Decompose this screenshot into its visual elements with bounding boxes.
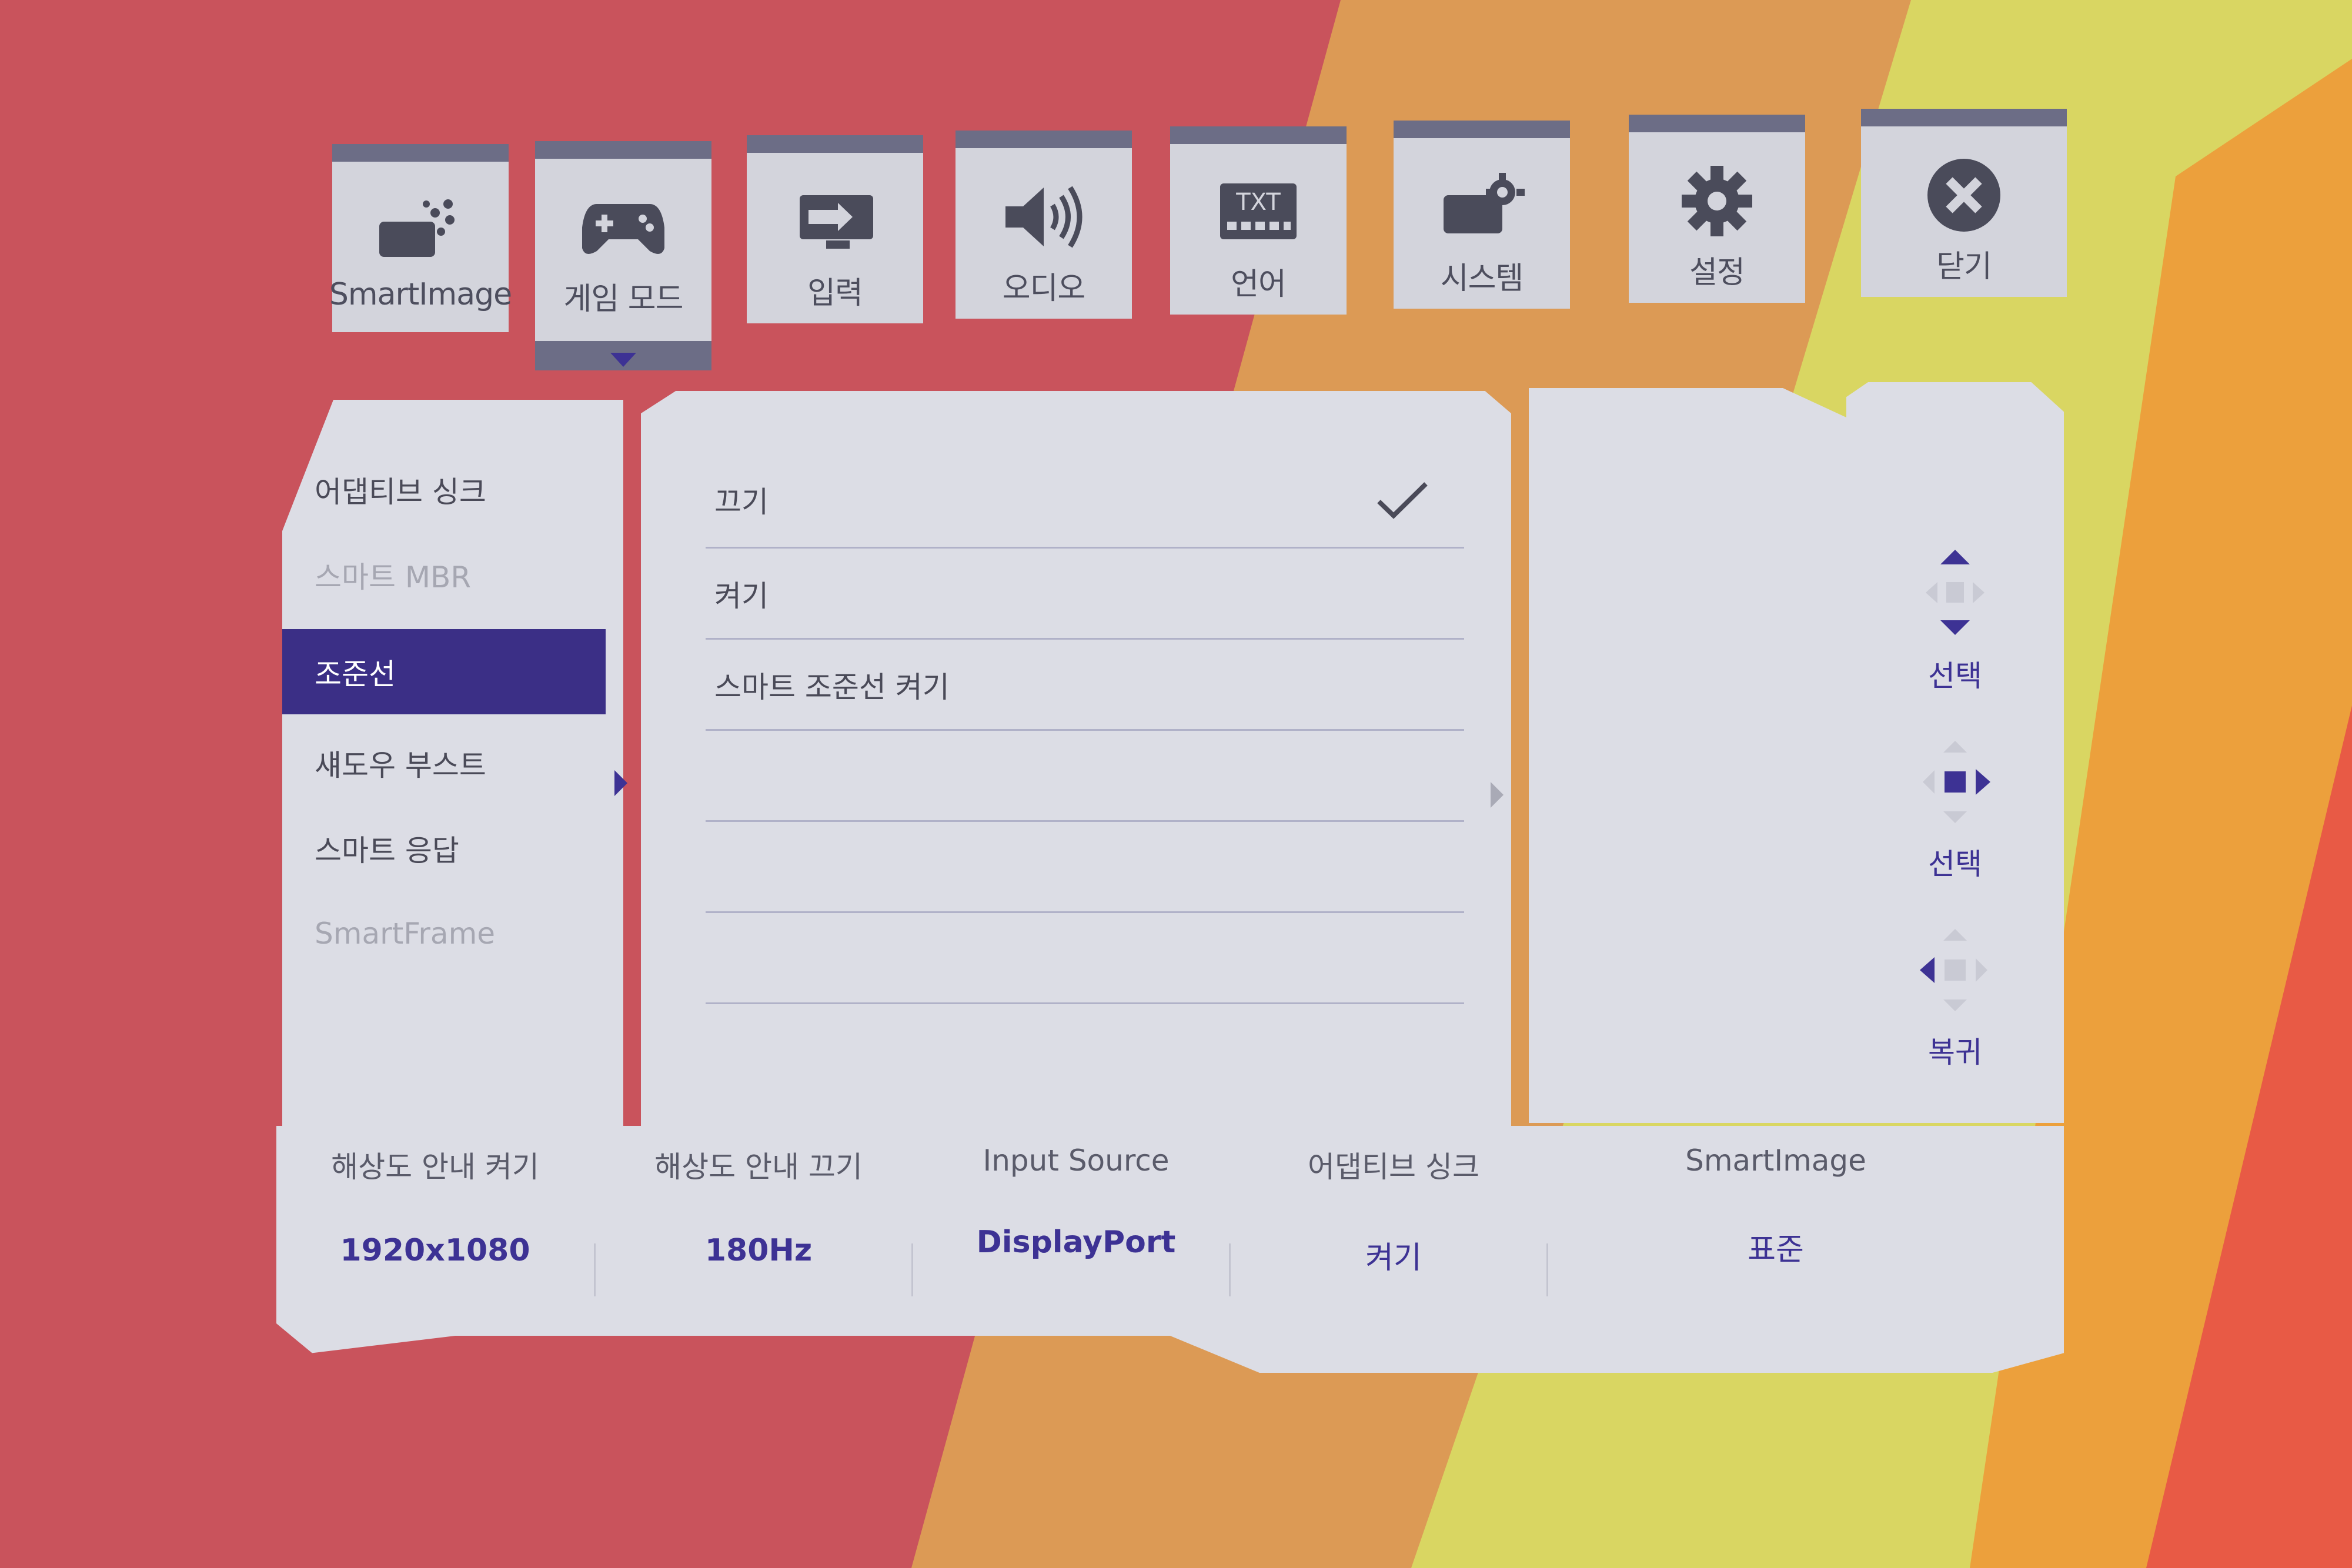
divider [1546,1243,1548,1296]
close-icon [1920,157,2008,233]
nav-hint-label: 선택 [1928,847,1982,881]
divider [706,1002,1464,1004]
detail-panel [1529,388,1846,1123]
options-panel: 끄기 켜기 스마트 조준선 켜기 [641,391,1511,1138]
status-info-bar: 해상도 안내 켜기 1920x1080 해상도 안내 끄기 180Hz Inpu… [276,1126,2064,1373]
info-value: 표준 [1748,1232,1804,1268]
menu-item-crosshair[interactable]: 조준선 [282,629,606,714]
menu-item-label: 스마트 응답 [315,833,459,868]
chevron-right-icon [1491,782,1504,808]
chevron-down-icon [610,353,636,367]
info-label: Input Source [983,1144,1170,1178]
divider [1229,1243,1231,1296]
info-value: 켜기 [1365,1241,1422,1276]
navigation-hints-panel: 선택 선택 복귀 [1846,382,2064,1123]
menu-item-adaptive-sync[interactable]: 어댑티브 싱크 [282,447,623,532]
tab-label: 입력 [807,276,863,311]
sub-menu-panel: 어댑티브 싱크 스마트 MBR 조준선 섀도우 부스트 스마트 응답 Smart… [282,400,623,1129]
tab-close[interactable]: 닫기 [1861,109,2067,297]
info-label: 해상도 안내 끄기 [654,1150,863,1184]
info-input-source: Input Source DisplayPort [923,1126,1229,1314]
divider [911,1243,913,1296]
tab-settings[interactable]: 설정 [1629,115,1805,303]
divider [594,1243,596,1296]
menu-item-label: 어댑티브 싱크 [315,474,486,509]
tab-label: 시스템 [1440,261,1524,296]
smartimage-icon [376,192,465,269]
menu-item-label: SmartFrame [315,916,496,951]
system-icon [1438,169,1526,245]
nav-hint-back: 복귀 [1846,923,2064,1071]
option-smart-crosshair-on[interactable]: 스마트 조준선 켜기 [694,641,1458,729]
nav-hint-up-down: 선택 [1846,547,2064,695]
tab-audio[interactable]: 오디오 [956,131,1132,319]
input-icon [791,183,879,260]
option-label: 켜기 [714,579,769,613]
dpad-right-icon [1923,741,1990,823]
divider [706,911,1464,913]
menu-item-label: 스마트 MBR [315,560,472,594]
info-label: SmartImage [1685,1144,1866,1178]
gamepad-icon [579,189,667,266]
nav-hint-right: 선택 [1846,735,2064,883]
option-label: 끄기 [714,485,769,519]
speaker-icon [1000,179,1088,255]
menu-item-smart-response[interactable]: 스마트 응답 [282,805,623,891]
tab-language[interactable]: TXT 언어 [1170,126,1347,315]
dpad-left-icon [1920,929,1987,1011]
divider [706,820,1464,822]
info-value: 180Hz [704,1233,813,1268]
tab-label: 게임 모드 [563,282,684,317]
option-off[interactable]: 끄기 [694,456,1458,544]
info-resolution: 해상도 안내 켜기 1920x1080 [282,1126,588,1314]
tab-label: 설정 [1689,255,1745,290]
info-value: DisplayPort [976,1225,1176,1260]
option-label: 스마트 조준선 켜기 [714,670,950,704]
gear-icon [1673,163,1761,239]
divider [706,638,1464,640]
tab-system[interactable]: 시스템 [1394,121,1570,309]
info-smartimage: SmartImage 표준 [1570,1126,1982,1314]
tab-label: 닫기 [1936,249,1992,285]
info-adaptive-sync: 어댑티브 싱크 켜기 [1241,1126,1546,1314]
tab-label: 오디오 [1002,271,1086,306]
language-icon-text: TXT [1235,189,1281,216]
menu-item-label: 섀도우 부스트 [315,748,486,783]
divider [706,547,1464,549]
nav-hint-label: 복귀 [1928,1035,1982,1069]
divider [706,729,1464,731]
option-on[interactable]: 켜기 [694,550,1458,638]
tab-input[interactable]: 입력 [747,135,923,323]
menu-item-shadow-boost[interactable]: 섀도우 부스트 [282,720,623,805]
info-label: 어댑티브 싱크 [1308,1150,1479,1184]
menu-item-smartframe[interactable]: SmartFrame [282,891,623,976]
tab-smartimage[interactable]: SmartImage [329,144,512,332]
tab-label: SmartImage [329,277,512,312]
info-label: 해상도 안내 켜기 [331,1150,539,1184]
tab-label: 언어 [1231,267,1287,302]
info-refresh-rate: 해상도 안내 끄기 180Hz [606,1126,911,1314]
chevron-right-icon [614,770,627,796]
language-icon: TXT [1214,175,1302,251]
info-value: 1920x1080 [340,1233,530,1268]
menu-item-smart-mbr[interactable]: 스마트 MBR [282,532,623,617]
menu-item-label: 조준선 [315,657,396,691]
dpad-up-down-icon [1926,550,1984,635]
nav-hint-label: 선택 [1928,659,1982,693]
tab-game-mode[interactable]: 게임 모드 [535,141,711,370]
checkmark-icon [1377,482,1428,519]
